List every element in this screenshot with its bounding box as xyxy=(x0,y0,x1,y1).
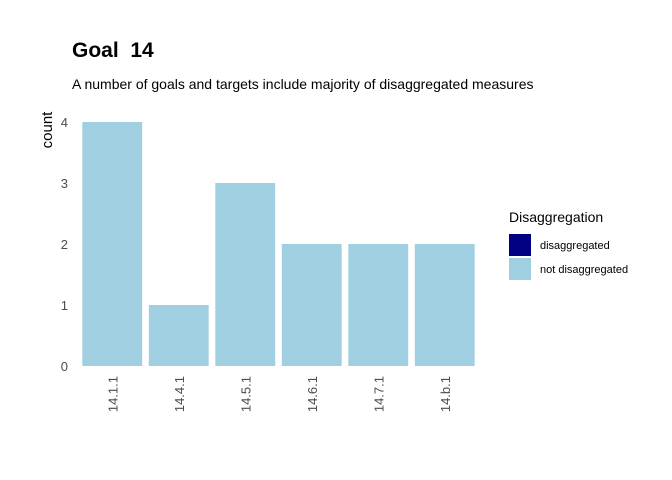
bar-14.6.1 xyxy=(281,244,342,366)
y-tick-label: 3 xyxy=(61,176,68,191)
x-tick-label: 14.1.1 xyxy=(105,376,120,412)
y-axis-label: count xyxy=(39,111,56,149)
x-tick-label: 14.7.1 xyxy=(371,376,386,412)
y-tick-label: 2 xyxy=(61,237,68,252)
y-tick-label: 4 xyxy=(61,115,68,130)
bar-14.1.1 xyxy=(82,122,143,366)
y-tick-label: 0 xyxy=(61,359,68,374)
legend-label: disaggregated xyxy=(540,240,610,252)
legend-key-not-disaggregated xyxy=(509,258,531,280)
bar-14.4.1 xyxy=(148,305,209,366)
legend-label: not disaggregated xyxy=(540,264,628,276)
legend-title: Disaggregation xyxy=(509,209,603,225)
chart-title: Goal 14 xyxy=(72,39,154,62)
x-tick-label: 14.6.1 xyxy=(305,376,320,412)
chart-subtitle: A number of goals and targets include ma… xyxy=(72,76,534,92)
plot-area: 0 1 2 3 4 14.1.1 14.4.1 14.5.1 14.6.1 14.7.1 14.b.… xyxy=(61,115,475,412)
x-tick-label: 14.5.1 xyxy=(238,376,253,412)
y-tick-label: 1 xyxy=(61,298,68,313)
x-tick-label: 14.b.1 xyxy=(438,376,453,412)
legend: Disaggregation disaggregated not disaggre… xyxy=(509,209,628,280)
bar-14.5.1 xyxy=(215,183,276,366)
legend-key-disaggregated xyxy=(509,234,531,256)
bar-14.b.1 xyxy=(414,244,475,366)
bar-14.7.1 xyxy=(348,244,409,366)
x-tick-label: 14.4.1 xyxy=(172,376,187,412)
